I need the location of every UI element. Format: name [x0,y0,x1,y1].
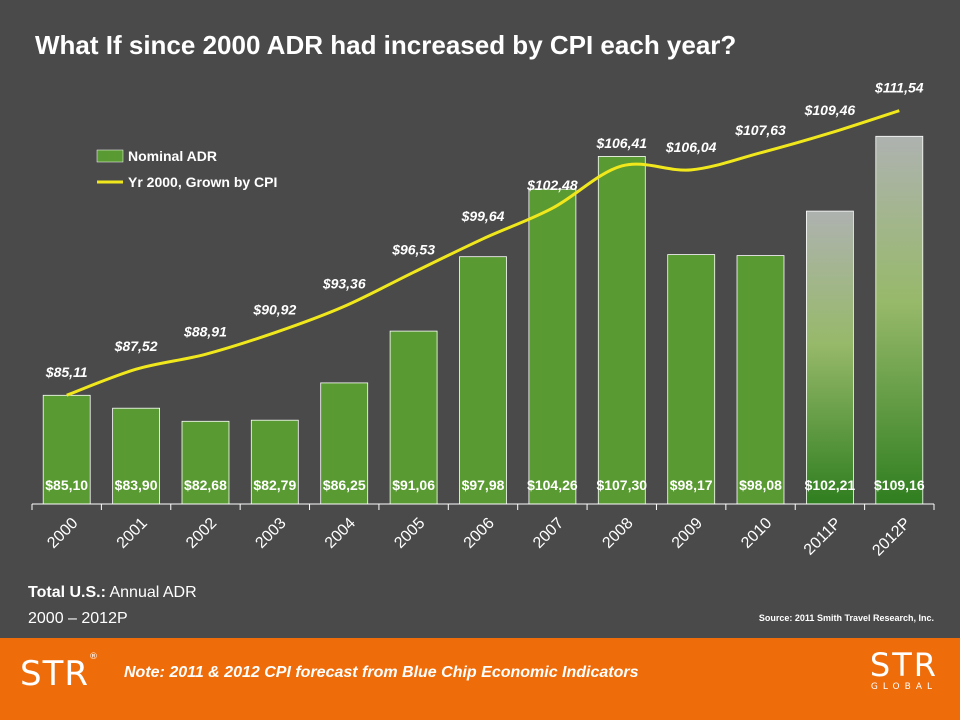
str-logo-text: STR [20,654,89,694]
bar-2002 [181,420,230,505]
cpi-value-label-2000: $85,11 [45,364,88,380]
bar-value-label-2003: $82,79 [253,477,296,493]
legend-label-nominal: Nominal ADR [128,148,217,164]
bar-value-label-2009: $98,17 [670,477,713,493]
cpi-value-label-2008: $106,41 [595,135,647,151]
bar-2011P [806,210,854,505]
cpi-value-label-2003: $90,92 [252,302,296,318]
cpi-line [66,109,900,397]
bar-value-label-2005: $91,06 [392,477,435,493]
bar-value-label-2011P: $102,21 [805,477,856,493]
cpi-value-label-2009: $106,04 [665,139,717,155]
bar-2006 [459,256,507,505]
x-tick-label-2008: 2008 [599,515,636,552]
bar-2008 [597,155,646,505]
cpi-value-label-2004: $93,36 [322,275,366,291]
bar-value-label-2000: $85,10 [45,477,88,493]
x-tick-label-2003: 2003 [252,515,289,552]
bar-2009 [667,254,716,505]
annual-adr-text: Annual ADR [105,584,197,601]
x-tick-label-2012P: 2012P [869,515,914,560]
bar-2007 [528,188,577,505]
str-global-logo: STR GLOBAL [870,648,938,692]
period-label: 2000 – 2012P [28,610,128,627]
bar-value-label-2002: $82,68 [184,477,227,493]
total-us-label: Total U.S.: Annual ADR [28,584,197,602]
x-tick-label-2001: 2001 [114,515,151,552]
cpi-value-label-2002: $88,91 [183,323,227,339]
legend-swatch-nominal [96,149,124,163]
x-tick-label-2006: 2006 [461,515,498,552]
x-tick-label-2002: 2002 [183,515,220,552]
bar-2001 [112,407,160,505]
bar-2000 [42,394,91,505]
x-tick-label-2004: 2004 [322,515,359,552]
cpi-value-label-2010: $107,63 [734,122,786,138]
cpi-value-label-2005: $96,53 [391,241,435,257]
footer-bar: STR® Note: 2011 & 2012 CPI forecast from… [0,638,960,720]
registered-mark-icon: ® [88,652,99,662]
cpi-value-label-2007: $102,48 [526,177,578,193]
source-note: Source: 2011 Smith Travel Research, Inc. [758,613,934,623]
chart-legend: Nominal ADR Yr 2000, Grown by CPI [96,148,277,190]
chart-title: What If since 2000 ADR had increased by … [35,30,737,60]
bar-value-label-2007: $104,26 [527,477,578,493]
bar-value-label-2006: $97,98 [462,477,505,493]
bar-value-label-2004: $86,25 [323,477,366,493]
total-us-bold: Total U.S.: [28,584,106,601]
str-global-logo-small: GLOBAL [870,682,937,692]
bar-2012P [875,135,924,505]
bar-value-label-2010: $98,08 [739,477,782,493]
adr-chart: 2000 2001 2002 2003 2004 2005 2006 2007 2008 2009… [31,80,935,560]
cpi-value-label-2012P: $111,54 [874,80,924,96]
bar-2010 [736,255,785,505]
x-tick-label-2010: 2010 [738,515,775,552]
x-tick-label-2005: 2005 [391,515,428,552]
legend-label-cpi: Yr 2000, Grown by CPI [128,174,277,190]
bar-value-label-2012P: $109,16 [874,477,925,493]
x-tick-label-2000: 2000 [44,515,81,552]
x-tick-label-2009: 2009 [669,515,706,552]
bar-value-label-2008: $107,30 [596,477,647,493]
str-logo-left: STR® [20,652,99,694]
cpi-value-label-2011P: $109,46 [804,102,856,118]
x-tick-label-2007: 2007 [530,515,567,552]
cpi-value-label-2001: $87,52 [114,338,158,354]
str-global-logo-big: STR [869,646,938,684]
cpi-value-label-2006: $99,64 [461,208,505,224]
bar-value-label-2001: $83,90 [115,477,158,493]
x-tick-label-2011P: 2011P [801,515,845,559]
footer-note: Note: 2011 & 2012 CPI forecast from Blue… [124,664,639,681]
